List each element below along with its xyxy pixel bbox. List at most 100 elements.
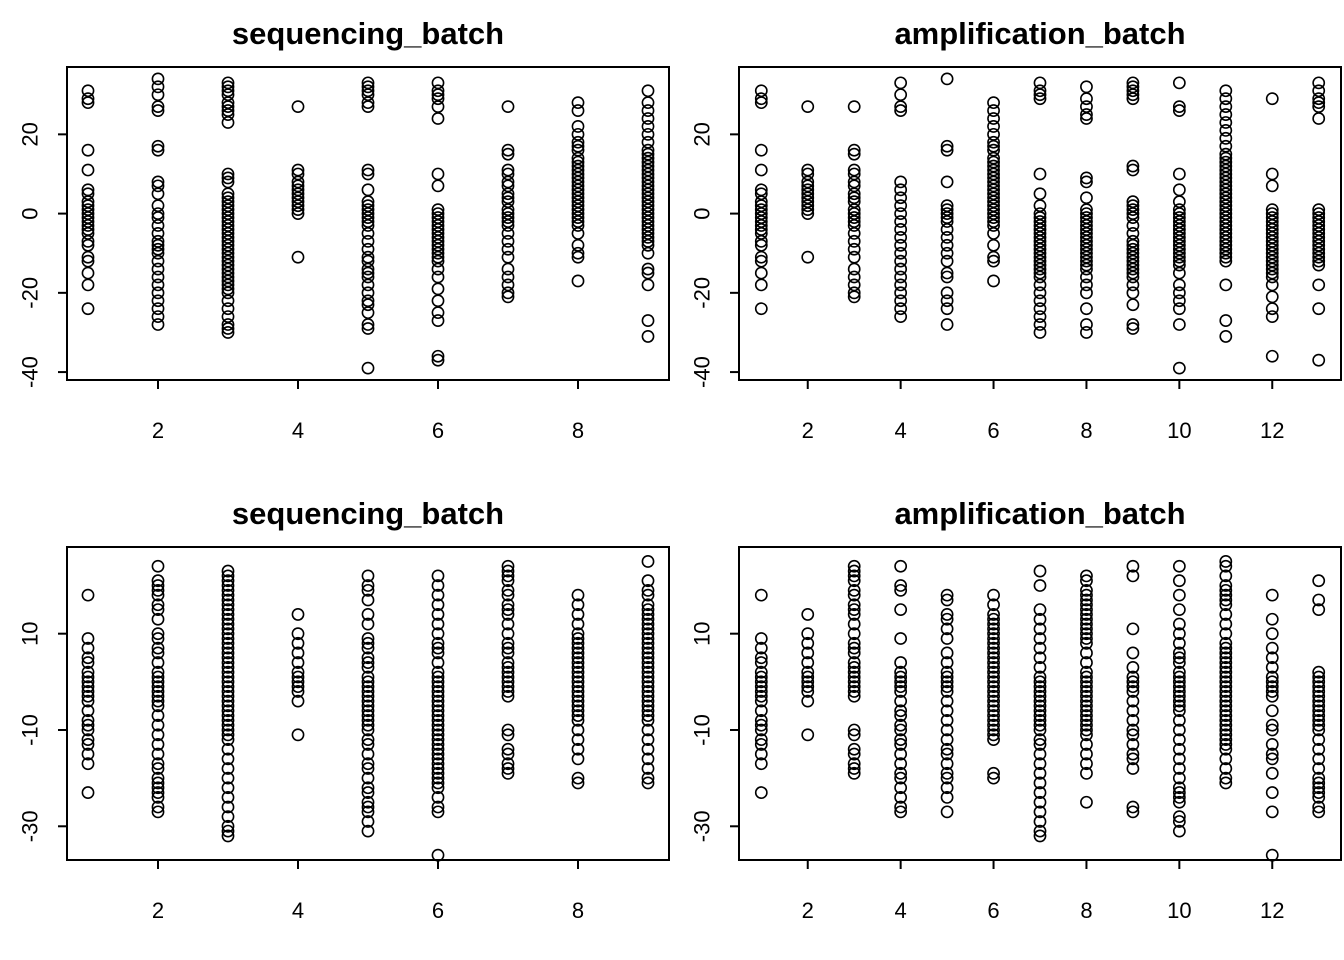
- data-point: [1033, 815, 1047, 828]
- data-point: [221, 641, 235, 655]
- data-point: [754, 786, 768, 799]
- data-point: [151, 632, 165, 645]
- data-point: [361, 824, 375, 838]
- data-point: [847, 675, 861, 689]
- data-point: [291, 670, 305, 684]
- data-point: [291, 207, 305, 220]
- data-point: [361, 670, 375, 684]
- data-point: [361, 278, 375, 292]
- data-point: [221, 627, 235, 641]
- data-point: [1080, 612, 1093, 626]
- data-point: [641, 742, 655, 756]
- data-point: [501, 559, 515, 573]
- x-tick-label: 2: [802, 418, 814, 443]
- data-point: [801, 656, 815, 669]
- data-point: [754, 723, 768, 737]
- data-point: [501, 680, 515, 694]
- data-point: [501, 270, 515, 284]
- data-point: [1219, 131, 1233, 145]
- data-point: [1080, 608, 1093, 621]
- data-point: [571, 699, 585, 713]
- data-point: [641, 627, 655, 641]
- data-point: [221, 651, 235, 665]
- data-point: [431, 728, 445, 742]
- data-point: [361, 270, 375, 284]
- data-point: [894, 747, 908, 761]
- data-point: [1219, 752, 1233, 766]
- y-tick-label: -10: [690, 714, 715, 746]
- data-point: [1265, 302, 1279, 316]
- data-point: [1080, 80, 1093, 94]
- data-point: [291, 203, 305, 217]
- data-point: [641, 636, 655, 650]
- data-point: [431, 262, 445, 276]
- data-point: [894, 191, 908, 205]
- data-point: [81, 656, 95, 669]
- data-point: [221, 709, 235, 722]
- data-point: [571, 598, 585, 612]
- data-point: [221, 286, 235, 300]
- data-point: [571, 656, 585, 669]
- data-point: [291, 694, 305, 708]
- data-point: [361, 593, 375, 607]
- data-point: [431, 349, 445, 363]
- data-point: [431, 675, 445, 689]
- data-point: [894, 88, 908, 102]
- data-point: [1265, 689, 1279, 703]
- scatter-plot-svg: amplification_batch 2 4 6 8 10 12 -30 -10 10: [690, 496, 1342, 923]
- data-point: [361, 211, 375, 224]
- data-point: [81, 713, 95, 727]
- data-point: [641, 262, 655, 276]
- data-point: [151, 310, 165, 324]
- data-point: [1126, 713, 1140, 727]
- data-point: [1312, 752, 1326, 766]
- data-point: [221, 790, 235, 804]
- data-point: [1312, 790, 1326, 804]
- data-point: [501, 675, 515, 689]
- data-point: [987, 641, 1000, 655]
- data-point: [1080, 704, 1093, 718]
- data-point: [940, 670, 954, 684]
- data-point: [1172, 790, 1186, 804]
- data-point: [1312, 92, 1326, 106]
- data-point: [151, 612, 165, 626]
- data-point: [894, 766, 908, 780]
- data-point: [1172, 318, 1186, 331]
- data-point: [1033, 660, 1047, 674]
- scatter-plot-svg: sequencing_batch 2 4 6 8 -40 -20 0 20: [18, 16, 670, 443]
- data-point: [847, 766, 861, 780]
- x-tick-label: 8: [1080, 418, 1092, 443]
- data-point: [571, 660, 585, 674]
- data-point: [847, 636, 861, 650]
- data-point: [754, 641, 768, 655]
- data-point: [361, 632, 375, 645]
- data-point: [501, 290, 515, 304]
- data-point: [571, 250, 585, 264]
- data-point: [501, 665, 515, 679]
- scatter-plot-svg: sequencing_batch 2 4 6 8 -30 -10 10: [18, 496, 670, 923]
- data-point: [940, 207, 954, 220]
- data-point: [501, 262, 515, 276]
- data-point: [1080, 191, 1093, 205]
- data-point: [1172, 699, 1186, 713]
- x-tick-label: 4: [895, 898, 907, 923]
- data-point: [641, 555, 655, 568]
- data-point: [1033, 278, 1047, 292]
- x-tick-label: 6: [987, 418, 999, 443]
- data-point: [221, 800, 235, 814]
- data-point: [940, 246, 954, 260]
- data-point: [151, 641, 165, 655]
- data-point: [847, 290, 861, 304]
- data-point: [1126, 660, 1140, 674]
- data-point: [847, 234, 861, 248]
- data-point: [361, 781, 375, 795]
- data-point: [81, 747, 95, 761]
- data-point: [987, 694, 1000, 708]
- data-point: [151, 254, 165, 268]
- data-point: [1312, 278, 1326, 292]
- data-point: [151, 718, 165, 732]
- data-point: [361, 227, 375, 240]
- data-point: [1265, 848, 1279, 862]
- data-point: [501, 147, 515, 161]
- data-point: [1126, 270, 1140, 284]
